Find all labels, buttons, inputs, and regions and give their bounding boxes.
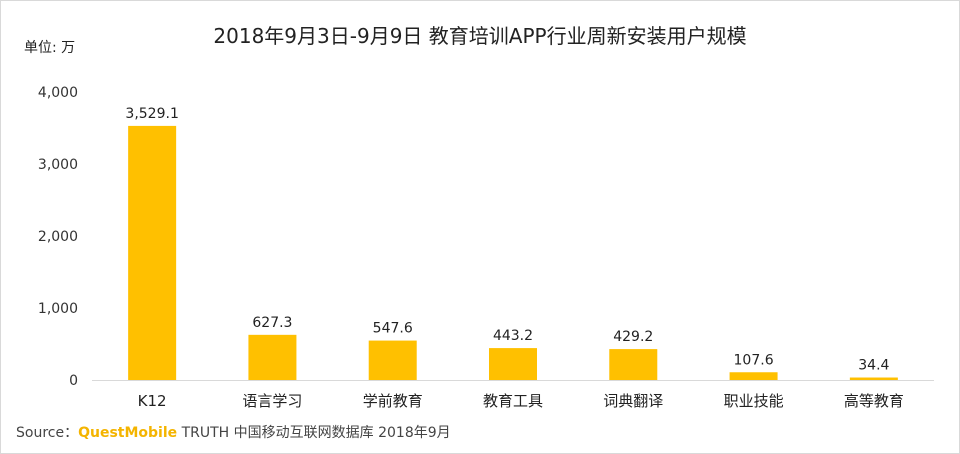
bar-value-label: 107.6 [734, 352, 774, 368]
source-brand: QuestMobile [78, 425, 178, 441]
y-tick-label: 2,000 [38, 229, 78, 245]
y-tick-label: 0 [69, 373, 78, 389]
x-category-label: 学前教育 [363, 392, 423, 410]
source-text: TRUTH 中国移动互联网数据库 2018年9月 [177, 425, 451, 441]
x-category-label: 职业技能 [724, 392, 784, 410]
bar [128, 125, 177, 380]
bar [729, 372, 778, 380]
chart-title: 2018年9月3日-9月9日 教育培训APP行业周新安装用户规模 [213, 24, 747, 48]
bar-value-label: 429.2 [613, 329, 653, 345]
bar-value-label: 627.3 [252, 315, 292, 331]
bar-value-label: 34.4 [858, 358, 889, 374]
y-tick-label: 3,000 [38, 157, 78, 173]
source-note: Source：QuestMobile TRUTH 中国移动互联网数据库 2018… [16, 422, 451, 442]
x-category-label: K12 [138, 392, 167, 410]
x-category-label: 词典翻译 [603, 392, 663, 410]
bar [489, 348, 537, 380]
y-tick-label: 1,000 [38, 301, 78, 317]
bar-value-label: 3,529.1 [125, 106, 178, 122]
x-category-label: 教育工具 [483, 392, 543, 410]
source-prefix: Source： [16, 425, 79, 441]
bar-value-label: 547.6 [373, 321, 413, 337]
bar [368, 340, 417, 380]
bar-value-label: 443.2 [493, 328, 533, 344]
bar [609, 349, 658, 380]
x-category-label: 高等教育 [844, 392, 904, 410]
unit-label: 单位: 万 [24, 40, 76, 56]
y-tick-label: 4,000 [38, 85, 78, 101]
bar [849, 377, 898, 380]
x-category-label: 语言学习 [242, 392, 302, 410]
bar [248, 334, 297, 380]
